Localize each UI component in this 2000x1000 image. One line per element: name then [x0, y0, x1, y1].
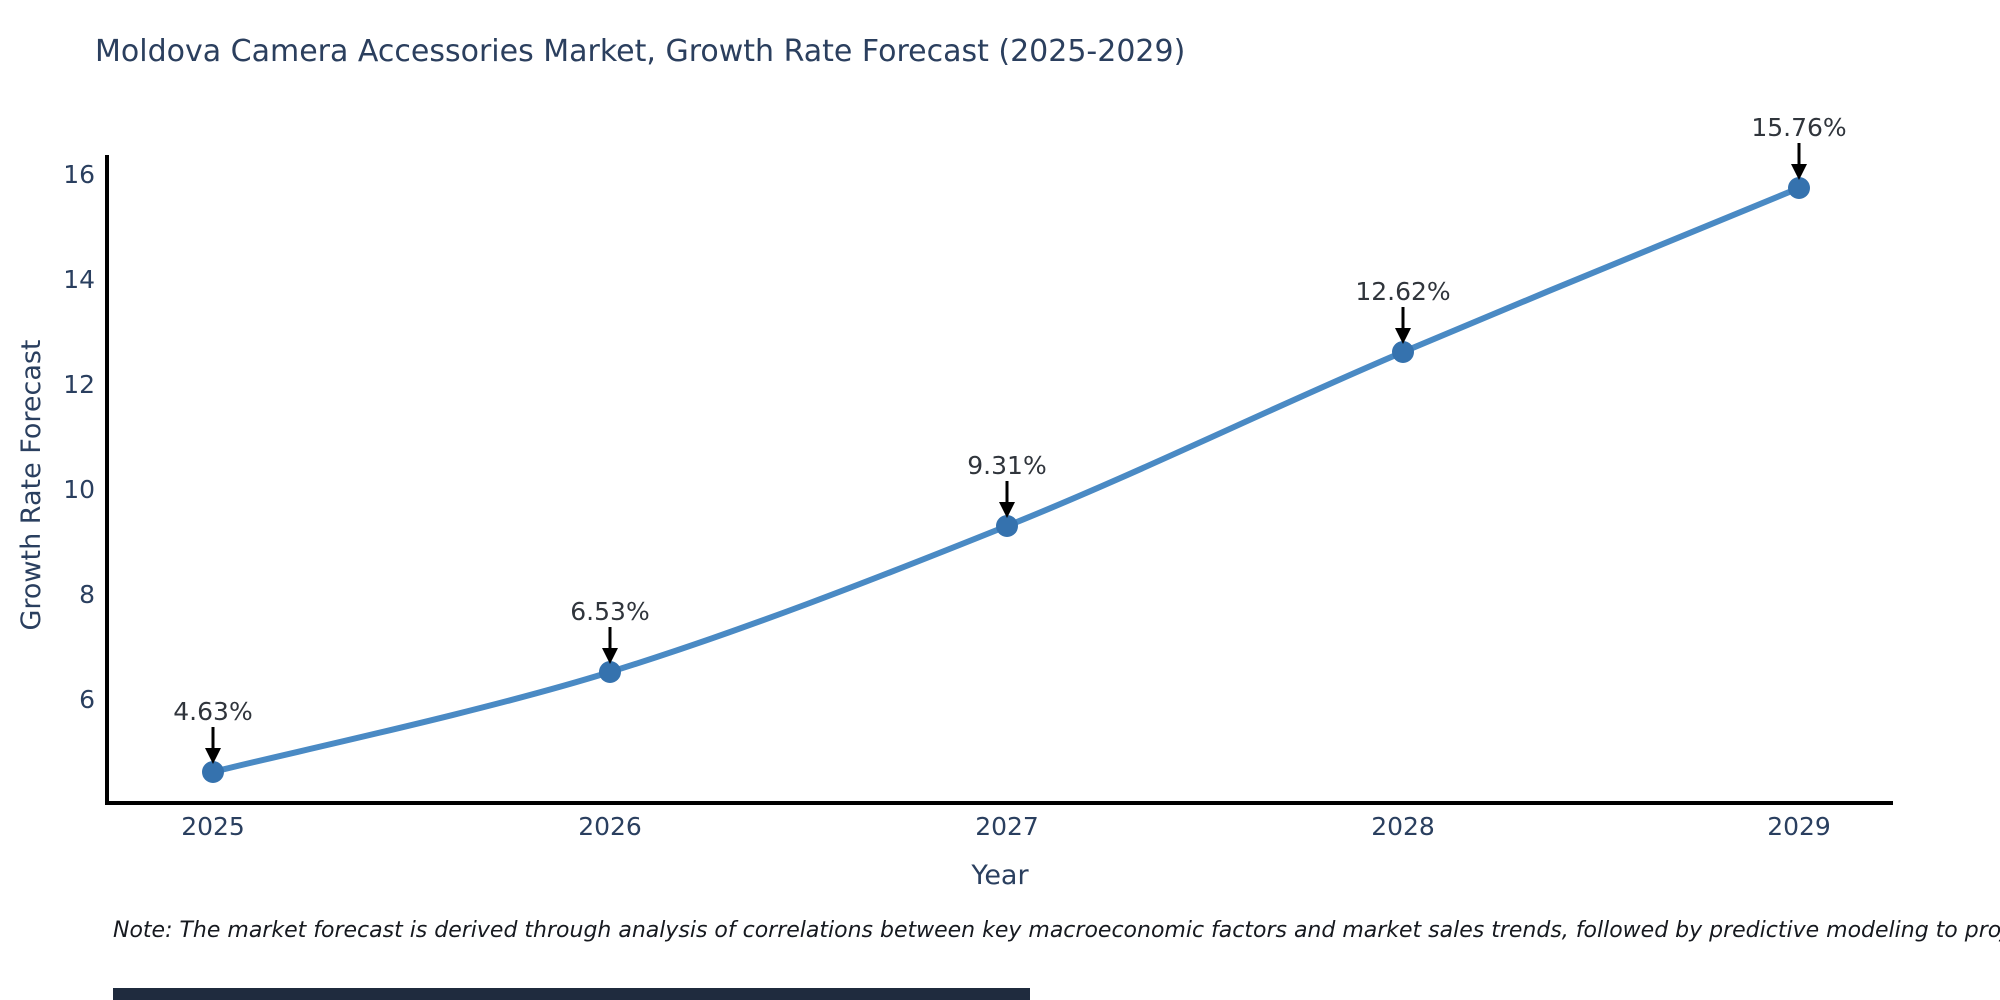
data-point-2025[interactable] — [202, 761, 224, 783]
y-tick-8: 8 — [79, 580, 95, 609]
data-point-2028[interactable] — [1392, 341, 1414, 363]
x-tick-2026: 2026 — [578, 812, 642, 841]
footnote: Note: The market forecast is derived thr… — [113, 918, 2000, 943]
annotation-2029: 15.76% — [1751, 113, 1847, 142]
y-tick-14: 14 — [63, 265, 95, 294]
y-tick-16: 16 — [63, 160, 95, 189]
chart-title: Moldova Camera Accessories Market, Growt… — [95, 34, 1186, 69]
y-tick-10: 10 — [63, 475, 95, 504]
y-tick-12: 12 — [63, 370, 95, 399]
x-tick-2029: 2029 — [1767, 812, 1831, 841]
data-point-2027[interactable] — [996, 515, 1018, 537]
annotation-2026: 6.53% — [570, 597, 650, 626]
annotation-arrow-head — [205, 748, 221, 764]
annotation-2028: 12.62% — [1355, 277, 1451, 306]
y-tick-6: 6 — [79, 685, 95, 714]
annotation-arrow-head — [602, 648, 618, 664]
annotation-arrow-head — [1791, 164, 1807, 180]
x-axis-title: Year — [971, 860, 1029, 891]
annotation-arrow-head — [1395, 328, 1411, 344]
x-tick-2027: 2027 — [975, 812, 1039, 841]
x-tick-2028: 2028 — [1371, 812, 1435, 841]
annotation-2027: 9.31% — [967, 451, 1047, 480]
annotation-2025: 4.63% — [173, 697, 253, 726]
bottom-edge-bar — [113, 988, 1030, 1000]
x-tick-2025: 2025 — [181, 812, 245, 841]
y-axis-title: Growth Rate Forecast — [16, 339, 47, 631]
annotation-arrow-head — [999, 502, 1015, 518]
trend-line — [210, 185, 1802, 775]
data-point-2029[interactable] — [1788, 177, 1810, 199]
data-point-2026[interactable] — [599, 661, 621, 683]
